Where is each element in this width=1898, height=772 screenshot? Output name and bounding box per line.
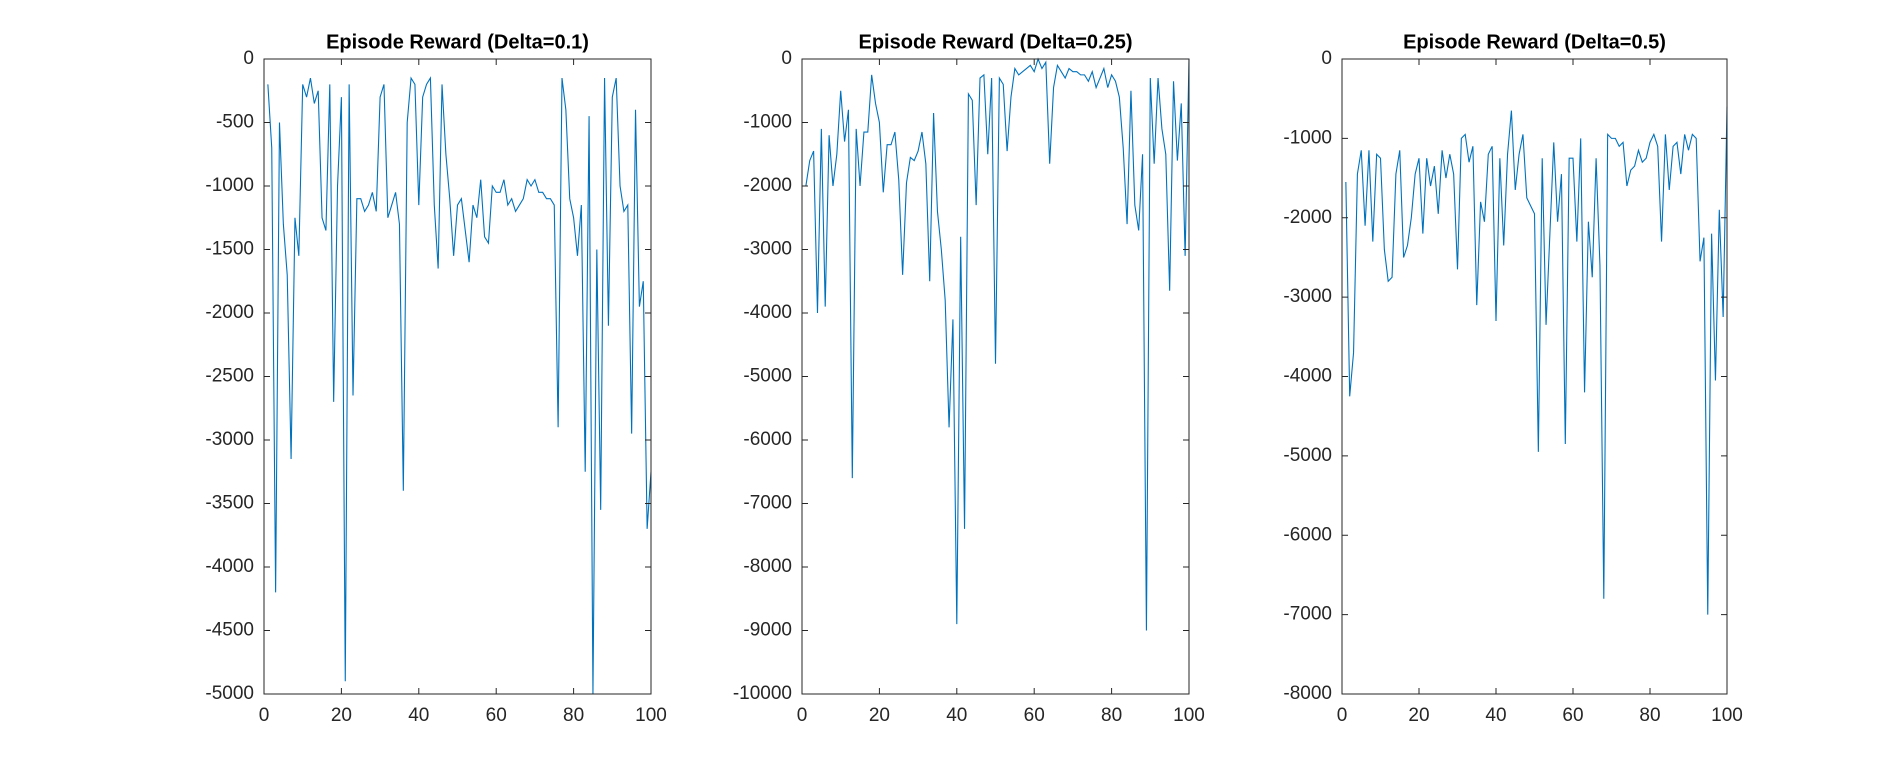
x-tick-label: 0 — [1337, 705, 1348, 726]
y-tick-label: -7000 — [1283, 604, 1332, 625]
y-tick-label: -1000 — [743, 112, 792, 133]
y-tick-label: -2500 — [205, 366, 254, 387]
y-tick-label: -4500 — [205, 620, 254, 641]
y-tick-label: -4000 — [205, 556, 254, 577]
reward-line — [1345, 106, 1728, 615]
x-tick-label: 60 — [1024, 705, 1045, 726]
x-tick-label: 20 — [1408, 705, 1429, 726]
chart-title: Episode Reward (Delta=0.5) — [1403, 31, 1666, 53]
y-tick-label: -4000 — [743, 302, 792, 323]
y-tick-label: -500 — [216, 112, 254, 133]
y-tick-label: -2000 — [1283, 207, 1332, 228]
x-tick-label: 60 — [1562, 705, 1583, 726]
y-tick-label: -6000 — [1283, 524, 1332, 545]
y-tick-label: -8000 — [743, 556, 792, 577]
y-tick-label: -3500 — [205, 493, 254, 514]
y-tick-label: 0 — [781, 48, 792, 69]
x-tick-label: 0 — [797, 705, 808, 726]
x-tick-label: 0 — [259, 705, 270, 726]
y-tick-label: -1000 — [1283, 127, 1332, 148]
y-tick-label: -3000 — [1283, 286, 1332, 307]
y-tick-label: -1000 — [205, 175, 254, 196]
x-tick-label: 40 — [946, 705, 967, 726]
x-tick-label: 20 — [869, 705, 890, 726]
x-tick-label: 80 — [563, 705, 584, 726]
x-tick-label: 60 — [486, 705, 507, 726]
x-tick-label: 100 — [1173, 705, 1205, 726]
y-tick-label: -3000 — [205, 429, 254, 450]
y-tick-label: -5000 — [743, 366, 792, 387]
x-tick-label: 40 — [408, 705, 429, 726]
x-tick-label: 20 — [331, 705, 352, 726]
y-tick-label: -10000 — [733, 683, 792, 704]
y-tick-label: -2000 — [205, 302, 254, 323]
x-tick-label: 100 — [1711, 705, 1743, 726]
chart-title: Episode Reward (Delta=0.25) — [859, 31, 1133, 53]
reward-line — [267, 76, 652, 695]
x-tick-label: 40 — [1485, 705, 1506, 726]
y-tick-label: -3000 — [743, 239, 792, 260]
y-tick-label: -6000 — [743, 429, 792, 450]
y-tick-label: -5000 — [1283, 445, 1332, 466]
y-tick-label: -8000 — [1283, 683, 1332, 704]
y-tick-label: -9000 — [743, 620, 792, 641]
y-tick-label: -1500 — [205, 239, 254, 260]
x-tick-label: 80 — [1639, 705, 1660, 726]
reward-line — [805, 57, 1190, 631]
y-tick-label: -4000 — [1283, 366, 1332, 387]
y-tick-label: -2000 — [743, 175, 792, 196]
y-tick-label: 0 — [1321, 48, 1332, 69]
y-tick-label: -7000 — [743, 493, 792, 514]
x-tick-label: 100 — [635, 705, 667, 726]
y-tick-label: 0 — [243, 48, 254, 69]
y-tick-label: -5000 — [205, 683, 254, 704]
chart-title: Episode Reward (Delta=0.1) — [326, 31, 589, 53]
x-tick-label: 80 — [1101, 705, 1122, 726]
